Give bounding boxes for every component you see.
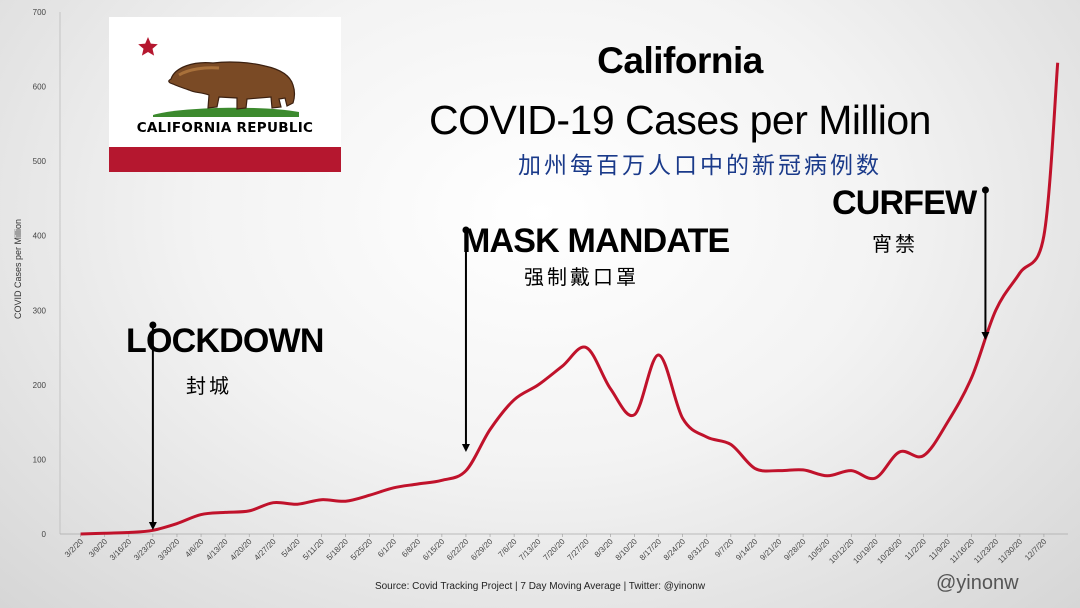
x-tick-label: 8/24/20 (662, 537, 688, 563)
annotation-lockdown: LOCKDOWN (126, 322, 324, 360)
x-tick-label: 7/6/20 (496, 537, 518, 559)
x-tick-label: 9/7/20 (713, 537, 735, 559)
annotation-mask-mandate: MASK MANDATE (462, 222, 730, 260)
x-tick-label: 11/2/20 (903, 537, 928, 562)
y-tick-label: 400 (33, 232, 47, 241)
x-tick-label: 8/17/20 (638, 537, 664, 563)
x-tick-label: 10/26/20 (875, 537, 904, 566)
y-tick-label: 700 (33, 8, 47, 17)
chart-title: California (597, 40, 763, 81)
chart-subtitle-chinese: 加州每百万人口中的新冠病例数 (518, 153, 882, 179)
flag-text: CALIFORNIA REPUBLIC (136, 120, 314, 136)
bear-icon (138, 37, 299, 117)
source-note: Source: Covid Tracking Project | 7 Day M… (374, 581, 706, 592)
y-tick-label: 100 (33, 455, 47, 464)
chart-subtitle: COVID-19 Cases per Million (429, 97, 931, 143)
x-tick-label: 8/3/20 (593, 537, 615, 559)
y-tick-label: 600 (33, 83, 47, 92)
x-tick-label: 5/4/20 (280, 537, 302, 559)
x-tick-label: 3/9/20 (87, 537, 109, 559)
x-tick-label: 5/18/20 (325, 537, 351, 563)
x-tick-label: 7/13/20 (517, 537, 543, 563)
x-tick-label: 4/6/20 (183, 537, 205, 559)
annotation-lockdown-chinese: 封城 (186, 374, 232, 398)
y-tick-label: 300 (33, 306, 47, 315)
annotation-curfew-chinese: 宵禁 (872, 232, 918, 256)
x-tick-label: 6/15/20 (421, 537, 447, 563)
x-tick-label: 5/11/20 (301, 537, 326, 562)
x-tick-label: 3/16/20 (108, 537, 134, 563)
california-flag: CALIFORNIA REPUBLIC (109, 17, 341, 172)
x-tick-label: 3/2/20 (63, 537, 85, 559)
annotation-curfew: CURFEW (832, 184, 977, 222)
x-tick-labels: 3/2/20 3/9/203/16/203/23/203/30/20 4/6/204… (63, 534, 1049, 565)
annotation-arrow-head (148, 522, 157, 530)
x-tick-label: 6/22/20 (445, 537, 471, 563)
x-tick-label: 10/12/20 (827, 537, 856, 566)
x-tick-label: 6/8/20 (400, 537, 422, 559)
x-tick-label: 9/14/20 (734, 537, 760, 563)
x-tick-label: 3/30/20 (156, 537, 182, 563)
x-tick-label: 9/21/20 (758, 537, 784, 563)
x-tick-label: 4/13/20 (204, 537, 230, 563)
x-tick-label: 7/27/20 (566, 537, 592, 563)
flag-red-stripe (109, 147, 341, 172)
annotation-mask-mandate-chinese: 强制戴口罩 (524, 265, 639, 289)
star-icon (138, 37, 158, 56)
y-tick-label: 0 (42, 530, 47, 539)
x-tick-label: 8/31/20 (686, 537, 712, 563)
annotation-arrow-head (981, 332, 990, 340)
x-tick-label: 8/10/20 (614, 537, 640, 563)
x-tick-label: 9/28/20 (782, 537, 808, 563)
y-tick-label: 500 (33, 157, 47, 166)
annotation-arrows (148, 186, 990, 530)
x-tick-label: 4/27/20 (252, 537, 278, 563)
x-tick-label: 7/20/20 (541, 537, 567, 563)
x-tick-label: 5/25/20 (349, 537, 375, 563)
y-tick-labels: 0 100 200 300 400 500 600 700 (33, 8, 47, 539)
x-tick-label: 11/30/20 (996, 537, 1024, 565)
series-group (80, 62, 1060, 536)
x-tick-label: 4/20/20 (228, 537, 254, 563)
twitter-handle: @yinonw (936, 572, 1019, 594)
x-tick-label: 11/23/20 (972, 537, 1000, 565)
x-tick-label: 11/16/20 (948, 537, 976, 565)
y-axis-label: COVID Cases per Million (13, 218, 23, 320)
x-tick-label: 12/7/20 (1023, 537, 1049, 563)
x-tick-label: 3/23/20 (132, 537, 158, 563)
annotation-arrow-head (461, 444, 470, 452)
x-tick-label: 6/29/20 (469, 537, 495, 563)
x-tick-label: 6/1/20 (376, 537, 398, 559)
y-tick-label: 200 (33, 381, 47, 390)
x-tick-label: 10/19/20 (851, 537, 880, 566)
